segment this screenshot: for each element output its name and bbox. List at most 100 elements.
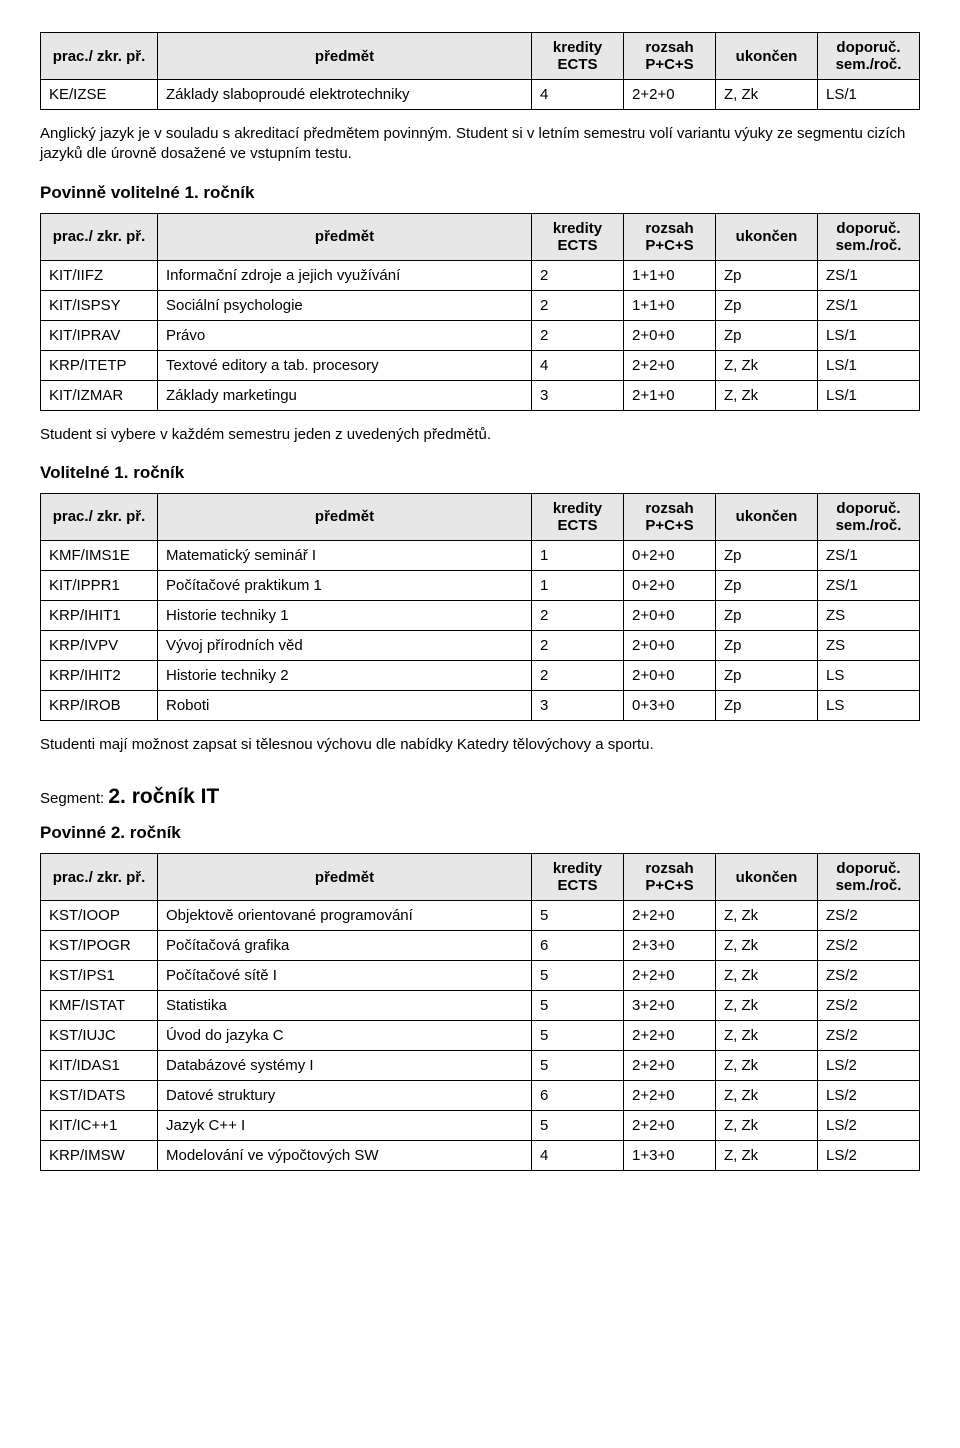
table-cell: Zp — [716, 320, 818, 350]
table-cell: Vývoj přírodních věd — [158, 630, 532, 660]
table-cell: 3 — [532, 380, 624, 410]
table-cell: 4 — [532, 80, 624, 110]
table-cell: KIT/IZMAR — [41, 380, 158, 410]
table-cell: 5 — [532, 1021, 624, 1051]
table-row: KST/IPOGRPočítačová grafika62+3+0Z, ZkZS… — [41, 931, 920, 961]
table1-body: KE/IZSEZáklady slaboproudé elektrotechni… — [41, 80, 920, 110]
table-row: KST/IOOPObjektově orientované programová… — [41, 901, 920, 931]
col-predmet: předmět — [158, 213, 532, 260]
table-cell: Z, Zk — [716, 991, 818, 1021]
table-row: KIT/IZMARZáklady marketingu32+1+0Z, ZkLS… — [41, 380, 920, 410]
table-cell: KST/IUJC — [41, 1021, 158, 1051]
table-cell: Z, Zk — [716, 1021, 818, 1051]
table-cell: 0+3+0 — [624, 690, 716, 720]
col-ukoncen: ukončen — [716, 493, 818, 540]
table-cell: 2+0+0 — [624, 660, 716, 690]
table-cell: Zp — [716, 570, 818, 600]
table-row: KST/IDATSDatové struktury62+2+0Z, ZkLS/2 — [41, 1081, 920, 1111]
col-predmet: předmět — [158, 854, 532, 901]
heading-volitelne: Volitelné 1. ročník — [40, 463, 920, 483]
table-cell: 1+1+0 — [624, 290, 716, 320]
table-cell: Základy marketingu — [158, 380, 532, 410]
table-cell: 2+3+0 — [624, 931, 716, 961]
table-row: KMF/IMS1EMatematický seminář I10+2+0ZpZS… — [41, 540, 920, 570]
table-cell: 1 — [532, 570, 624, 600]
col-prac: prac./ zkr. př. — [41, 854, 158, 901]
table-cell: 2+0+0 — [624, 600, 716, 630]
table-cell: Počítačové sítě I — [158, 961, 532, 991]
table-cell: 5 — [532, 901, 624, 931]
col-prac: prac./ zkr. př. — [41, 33, 158, 80]
table-cell: KST/IPOGR — [41, 931, 158, 961]
table-cell: 4 — [532, 1141, 624, 1171]
table-cell: Z, Zk — [716, 961, 818, 991]
table4-body: KST/IOOPObjektově orientované programová… — [41, 901, 920, 1171]
table-row: KIT/IIFZInformační zdroje a jejich využí… — [41, 260, 920, 290]
table-cell: 2+2+0 — [624, 901, 716, 931]
table-cell: 2+0+0 — [624, 320, 716, 350]
table-cell: 5 — [532, 991, 624, 1021]
table-cell: Zp — [716, 660, 818, 690]
header-doporuc: doporuč. sem./roč. — [836, 39, 902, 73]
table-row: KRP/IMSWModelování ve výpočtových SW41+3… — [41, 1141, 920, 1171]
col-doporuc: doporuč. sem./roč. — [818, 33, 920, 80]
table-cell: 2 — [532, 630, 624, 660]
table-cell: LS/2 — [818, 1111, 920, 1141]
heading-povinne-2: Povinné 2. ročník — [40, 823, 920, 843]
table-cell: Z, Zk — [716, 1081, 818, 1111]
table-cell: Statistika — [158, 991, 532, 1021]
table-cell: 2 — [532, 660, 624, 690]
table-cell: 1+3+0 — [624, 1141, 716, 1171]
table-cell: 6 — [532, 931, 624, 961]
table-cell: Základy slaboproudé elektrotechniky — [158, 80, 532, 110]
segment-prefix: Segment: — [40, 790, 108, 807]
heading-povinne-volitelne: Povinně volitelné 1. ročník — [40, 183, 920, 203]
table-cell: KIT/IPPR1 — [41, 570, 158, 600]
table-row: KST/IUJCÚvod do jazyka C52+2+0Z, ZkZS/2 — [41, 1021, 920, 1051]
table-row: KST/IPS1Počítačové sítě I52+2+0Z, ZkZS/2 — [41, 961, 920, 991]
table-cell: 2 — [532, 320, 624, 350]
course-table-4: prac./ zkr. př. předmět kredity ECTS roz… — [40, 853, 920, 1171]
col-doporuc: doporuč. sem./roč. — [818, 493, 920, 540]
table-row: KIT/IPPR1Počítačové praktikum 110+2+0ZpZ… — [41, 570, 920, 600]
table-cell: KST/IPS1 — [41, 961, 158, 991]
table-cell: KIT/IPRAV — [41, 320, 158, 350]
table-cell: Z, Zk — [716, 1141, 818, 1171]
table-cell: Matematický seminář I — [158, 540, 532, 570]
table-cell: ZS/2 — [818, 931, 920, 961]
table-cell: LS/1 — [818, 380, 920, 410]
table-cell: 2+2+0 — [624, 1051, 716, 1081]
table-cell: Roboti — [158, 690, 532, 720]
table-row: KE/IZSEZáklady slaboproudé elektrotechni… — [41, 80, 920, 110]
col-predmet: předmět — [158, 33, 532, 80]
table-cell: ZS — [818, 630, 920, 660]
table-cell: Datové struktury — [158, 1081, 532, 1111]
paragraph-3: Studenti mají možnost zapsat si tělesnou… — [40, 735, 920, 755]
table-cell: Zp — [716, 290, 818, 320]
table-cell: LS/2 — [818, 1051, 920, 1081]
table-cell: 2+2+0 — [624, 1111, 716, 1141]
table-row: KRP/ITETPTextové editory a tab. procesor… — [41, 350, 920, 380]
table-cell: 2+2+0 — [624, 350, 716, 380]
table-cell: LS/1 — [818, 350, 920, 380]
table-cell: ZS — [818, 600, 920, 630]
table-cell: LS/1 — [818, 320, 920, 350]
table-cell: 5 — [532, 961, 624, 991]
table-cell: KRP/IMSW — [41, 1141, 158, 1171]
table-cell: Sociální psychologie — [158, 290, 532, 320]
col-prac: prac./ zkr. př. — [41, 493, 158, 540]
table-cell: 0+2+0 — [624, 540, 716, 570]
table-cell: Zp — [716, 260, 818, 290]
table-cell: KRP/ITETP — [41, 350, 158, 380]
table-cell: 2 — [532, 260, 624, 290]
table-cell: 1+1+0 — [624, 260, 716, 290]
course-table-2: prac./ zkr. př. předmět kredity ECTS roz… — [40, 213, 920, 411]
table-row: KIT/IC++1Jazyk C++ I52+2+0Z, ZkLS/2 — [41, 1111, 920, 1141]
header-ukoncen: ukončen — [736, 48, 798, 65]
col-rozsah: rozsah P+C+S — [624, 213, 716, 260]
table-row: KMF/ISTATStatistika53+2+0Z, ZkZS/2 — [41, 991, 920, 1021]
course-table-3: prac./ zkr. př. předmět kredity ECTS roz… — [40, 493, 920, 721]
table-cell: KRP/IHIT1 — [41, 600, 158, 630]
table-cell: 2+1+0 — [624, 380, 716, 410]
table-row: KRP/IHIT2Historie techniky 222+0+0ZpLS — [41, 660, 920, 690]
